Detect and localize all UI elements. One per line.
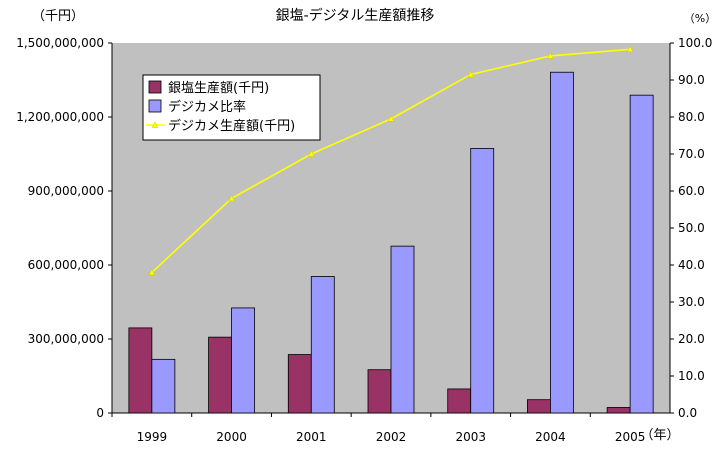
right-tick-label: 10.0 <box>678 369 705 383</box>
line-point-marker <box>547 52 554 59</box>
left-tick-label: 1,500,000,000 <box>16 36 104 50</box>
silver-production-bar <box>287 354 312 414</box>
left-tick-label: 900,000,000 <box>28 184 104 198</box>
legend-label: 銀塩生産額(千円) <box>168 80 269 96</box>
left-tick-label: 600,000,000 <box>28 258 104 272</box>
x-axis-unit: （年） <box>640 428 679 443</box>
legend-label: デジカメ比率 <box>168 99 246 115</box>
right-tick-label: 70.0 <box>678 147 705 161</box>
bars <box>128 71 654 414</box>
legend-marker-digital-production <box>151 121 159 128</box>
right-tick-label: 40.0 <box>678 258 705 272</box>
left-axis-unit: （千円） <box>32 9 84 24</box>
x-tick-label: 2002 <box>376 430 407 444</box>
line-point-marker <box>467 70 475 78</box>
right-tick-label: 100.0 <box>678 36 712 50</box>
digital-ratio-bar <box>231 307 255 414</box>
silver-production-bar <box>447 388 472 414</box>
right-tick-label: 20.0 <box>678 332 705 346</box>
x-tick-label: 2000 <box>216 430 247 444</box>
right-tick-label: 0.0 <box>678 406 697 420</box>
digital-ratio-bar <box>151 358 176 414</box>
left-tick-label: 0 <box>96 406 104 420</box>
right-tick-label: 80.0 <box>678 110 705 124</box>
line-point-marker <box>626 45 634 53</box>
line-point-marker <box>387 115 395 122</box>
right-tick-label: 30.0 <box>678 295 705 309</box>
silver-production-bar <box>128 327 153 414</box>
right-tick-label: 90.0 <box>678 73 705 87</box>
x-tick-label: 2003 <box>455 430 486 444</box>
digital-ratio-bar <box>629 94 654 414</box>
line-point-marker <box>307 150 315 157</box>
line-series <box>148 45 634 276</box>
silver-production-bar <box>527 399 551 414</box>
x-tick-label: 2001 <box>296 430 327 444</box>
x-tick-label: 2004 <box>535 430 566 444</box>
right-axis-unit: （%） <box>684 12 716 25</box>
axes: 0 300,000,000 600,000,000 900,000,000 1,200,… <box>16 36 712 444</box>
digital-ratio-bar <box>550 71 574 414</box>
silver-production-bar <box>208 336 232 414</box>
left-tick-label: 1,200,000,000 <box>16 110 104 124</box>
labels: 銀塩-デジタル生産額推移 （千円） （%） （年） <box>32 7 716 443</box>
x-tick-label: 1999 <box>137 430 168 444</box>
digital-ratio-bar <box>470 148 495 414</box>
digital-ratio-bar <box>310 276 335 414</box>
silver-production-bar <box>367 369 392 414</box>
legend-label: デジカメ生産額(千円) <box>168 118 295 134</box>
legend-swatch-digital-ratio <box>148 99 162 113</box>
line-point-marker <box>228 194 235 202</box>
x-tick-label: 2005 <box>615 430 646 444</box>
right-tick-label: 60.0 <box>678 184 705 198</box>
right-tick-label: 50.0 <box>678 221 705 235</box>
left-tick-label: 300,000,000 <box>28 332 104 346</box>
legend-box <box>142 74 321 141</box>
line-point-marker <box>148 268 156 276</box>
digital-ratio-bar <box>390 245 415 414</box>
legend-swatch-silver <box>148 80 162 94</box>
silver-production-bar <box>606 407 631 414</box>
chart-title: 銀塩-デジタル生産額推移 <box>276 7 435 24</box>
